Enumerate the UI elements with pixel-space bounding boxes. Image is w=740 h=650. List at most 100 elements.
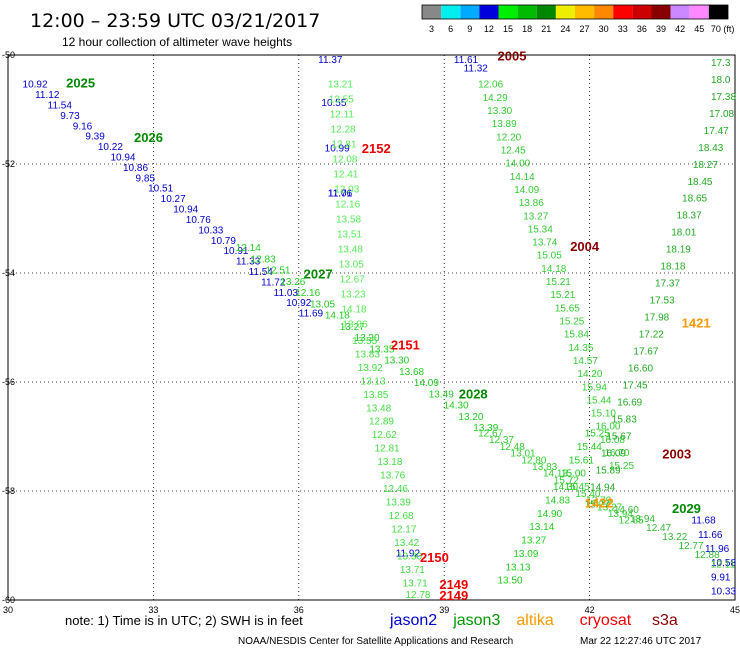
wave-height-value: 14.13	[543, 469, 568, 480]
wave-height-value: 15.27	[585, 499, 610, 510]
track-label: 2026	[134, 130, 163, 145]
wave-height-value: 15.61	[569, 455, 594, 466]
wave-height-value: 12.89	[369, 417, 394, 428]
track-label: 2029	[672, 501, 701, 516]
wave-height-value: 17.47	[704, 126, 729, 137]
wave-height-value: 13.89	[492, 119, 517, 130]
wave-height-value: 11.03	[274, 288, 299, 299]
wave-height-value: 12.08	[332, 155, 357, 166]
wave-height-value: 12.11	[711, 559, 736, 570]
wave-height-value: 15.65	[555, 303, 580, 314]
wave-height-value: 12.51	[265, 266, 290, 277]
track-label: 2028	[459, 386, 488, 401]
wave-height-value: 12.85	[619, 516, 644, 527]
colorbar-label: 42	[675, 24, 685, 34]
wave-height-value: 15.40	[575, 489, 600, 500]
wave-height-value: 13.68	[399, 367, 424, 378]
wave-height-value: 10.91	[223, 246, 248, 257]
track-label: 2149	[439, 577, 468, 592]
wave-height-value: 16.70	[604, 448, 629, 459]
wave-height-value: 12.67	[340, 275, 365, 286]
wave-height-value: 18.19	[666, 245, 691, 256]
plot-area	[7, 54, 736, 601]
wave-height-value: 11.37	[318, 55, 343, 66]
wave-height-value: 9.73	[60, 111, 80, 122]
axis-ticks: 30 33 36 39 42 45 -50 -52 -54 -56 -58 -60	[2, 50, 740, 615]
wave-height-value: 16.69	[617, 397, 642, 408]
wave-height-value: 11.54	[48, 101, 73, 112]
colorbar-label: 70 (ft)	[711, 24, 735, 34]
y-tick-label: -56	[2, 377, 15, 387]
wave-height-value: 13.48	[366, 403, 391, 414]
wave-height-value: 12.67	[478, 429, 503, 440]
colorbar-swatch	[555, 5, 575, 19]
wave-height-value: 15.67	[606, 431, 631, 442]
colorbar-swatch	[670, 5, 690, 19]
wave-height-value: 17.53	[650, 296, 675, 307]
wave-height-value: 15.25	[585, 429, 610, 440]
wave-height-value: 13.27	[523, 211, 548, 222]
wave-height-value: 14.14	[510, 172, 535, 183]
wave-height-value: 14.60	[614, 505, 639, 516]
colorbar-swatch	[536, 5, 556, 19]
wave-height-value: 13.13	[505, 562, 530, 573]
wave-height-value: 14.57	[573, 356, 598, 367]
wave-height-value: 13.27	[597, 502, 622, 513]
colorbar-label: 12	[484, 24, 494, 34]
wave-height-value: 14.29	[483, 93, 508, 104]
colorbar-swatch	[479, 5, 499, 19]
wave-height-value: 13.74	[532, 238, 557, 249]
y-tick-label: -60	[2, 595, 15, 605]
wave-height-value: 13.86	[519, 198, 544, 209]
wave-height-value: 11.69	[299, 309, 324, 320]
wave-height-value: 13.48	[338, 245, 363, 256]
wave-height-value: 18.37	[677, 211, 702, 222]
colorbar-swatch	[422, 5, 442, 19]
wave-height-value: 12.88	[695, 550, 720, 561]
footer-credit: NOAA/NESDIS Center for Satellite Applica…	[238, 636, 513, 647]
x-tick-label: 45	[730, 605, 740, 615]
wave-height-value: 12.20	[496, 132, 521, 143]
wave-height-value: 14.30	[444, 401, 469, 412]
wave-height-value: 10.92	[286, 298, 311, 309]
track-label: 2152	[362, 141, 391, 156]
wave-height-value: 13.09	[513, 549, 538, 560]
wave-height-value: 13.22	[662, 532, 687, 543]
wave-height-value: 13.83	[532, 462, 557, 473]
wave-height-value: 13.05	[310, 299, 335, 310]
wave-height-value: 13.51	[337, 230, 362, 241]
wave-height-value: 12.03	[334, 185, 359, 196]
wave-height-value: 12.47	[646, 523, 671, 534]
colorbar-label: 39	[656, 24, 666, 34]
track-label: 2005	[498, 48, 527, 63]
wave-height-value: 12.48	[500, 442, 525, 453]
wave-height-value: 12.46	[383, 484, 408, 495]
wave-height-value: 12.83	[251, 254, 276, 265]
y-tick-label: -52	[2, 159, 15, 169]
colorbar-label: 36	[637, 24, 647, 34]
wave-height-value: 17.67	[633, 347, 658, 358]
wave-height-value: 13.94	[608, 509, 633, 520]
wave-height-value: 13.58	[336, 215, 361, 226]
wave-height-value: 11.54	[249, 267, 274, 278]
wave-height-value: 13.42	[394, 538, 419, 549]
wave-height-value: 12.16	[295, 288, 320, 299]
wave-height-value: 14.90	[537, 509, 562, 520]
wave-height-value: 13.30	[487, 106, 512, 117]
colorbar-swatch	[594, 5, 614, 19]
wave-height-value: 10.79	[211, 236, 236, 247]
wave-height-value: 15.10	[591, 409, 616, 420]
wave-height-value: 10.51	[148, 184, 173, 195]
wave-height-value: 12.14	[236, 243, 261, 254]
wave-height-value: 16.00	[595, 422, 620, 433]
wave-height-value: 12.68	[389, 511, 414, 522]
wave-height-value: 18.43	[698, 143, 723, 154]
wave-height-value: 13.39	[386, 498, 411, 509]
track-label: 2150	[420, 550, 449, 565]
legend-entry: cryosat	[580, 612, 632, 629]
chart-title: 12:00 – 23:59 UTC 03/21/2017	[30, 10, 320, 32]
wave-height-value: 15.94	[582, 382, 607, 393]
colorbar-swatch	[575, 5, 595, 19]
wave-height-value: 13.05	[339, 260, 364, 271]
plot-border	[7, 54, 736, 601]
